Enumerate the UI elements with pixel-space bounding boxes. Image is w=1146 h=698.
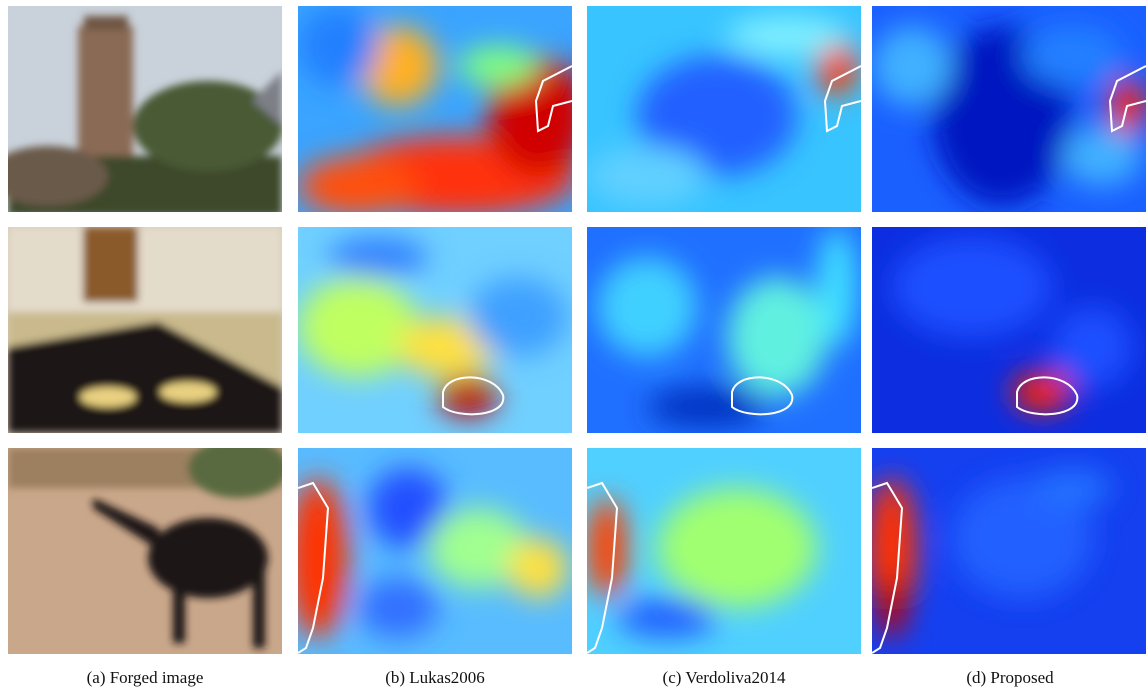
heat-blob <box>458 46 538 86</box>
heat-blob <box>358 578 438 638</box>
photo-shape <box>84 16 128 30</box>
heat-blob <box>298 6 378 86</box>
image-panel <box>298 6 588 216</box>
image-panel <box>8 227 282 433</box>
image-panel <box>587 6 861 212</box>
heat-blob <box>657 488 817 608</box>
heat-blob <box>508 538 568 598</box>
heat-blob <box>587 146 707 206</box>
image-panel <box>587 227 861 433</box>
heat-blob <box>298 156 418 216</box>
heat-blob <box>872 26 952 106</box>
photo-shape <box>8 227 282 312</box>
image-panel <box>0 6 283 216</box>
image-panel <box>872 6 1146 212</box>
photo-shape <box>253 568 265 648</box>
image-panel <box>587 448 861 654</box>
heat-blob <box>1022 26 1122 86</box>
photo-shape <box>83 227 138 302</box>
heat-blob <box>617 598 717 638</box>
photo-shapes <box>8 227 282 433</box>
heat-blob <box>468 277 568 357</box>
heat-blob <box>727 16 847 56</box>
heat-blob <box>1032 468 1112 508</box>
heat-blob <box>298 277 418 377</box>
heat-blob <box>328 237 428 277</box>
caption: (a) Forged image <box>87 668 204 687</box>
heat-blob <box>727 277 827 397</box>
heat-blob <box>1052 307 1132 387</box>
heat-blob <box>647 387 767 427</box>
figure: (a) Forged image (b) Lukas2006 (c) Verdo… <box>0 0 1146 693</box>
caption: (b) Lukas2006 <box>385 668 485 687</box>
heat-blob <box>892 237 1052 337</box>
photo-shape <box>78 26 133 166</box>
caption: (d) Proposed <box>966 668 1054 687</box>
image-panel <box>8 438 288 654</box>
caption: (c) Verdoliva2014 <box>663 668 786 687</box>
image-panel <box>288 448 572 654</box>
image-panel <box>298 227 572 433</box>
photo-shape <box>188 438 288 498</box>
heat-blob <box>817 227 857 347</box>
photo-shape <box>160 382 216 402</box>
image-panel <box>867 448 1146 654</box>
heat-blob <box>1062 126 1142 186</box>
image-panel <box>872 227 1146 433</box>
photo-shape <box>80 387 136 407</box>
heat-blob <box>587 498 627 598</box>
photo-shape <box>148 518 268 598</box>
photo-shape <box>173 568 185 643</box>
heat-blob <box>597 257 697 357</box>
heat-blob <box>288 478 348 638</box>
